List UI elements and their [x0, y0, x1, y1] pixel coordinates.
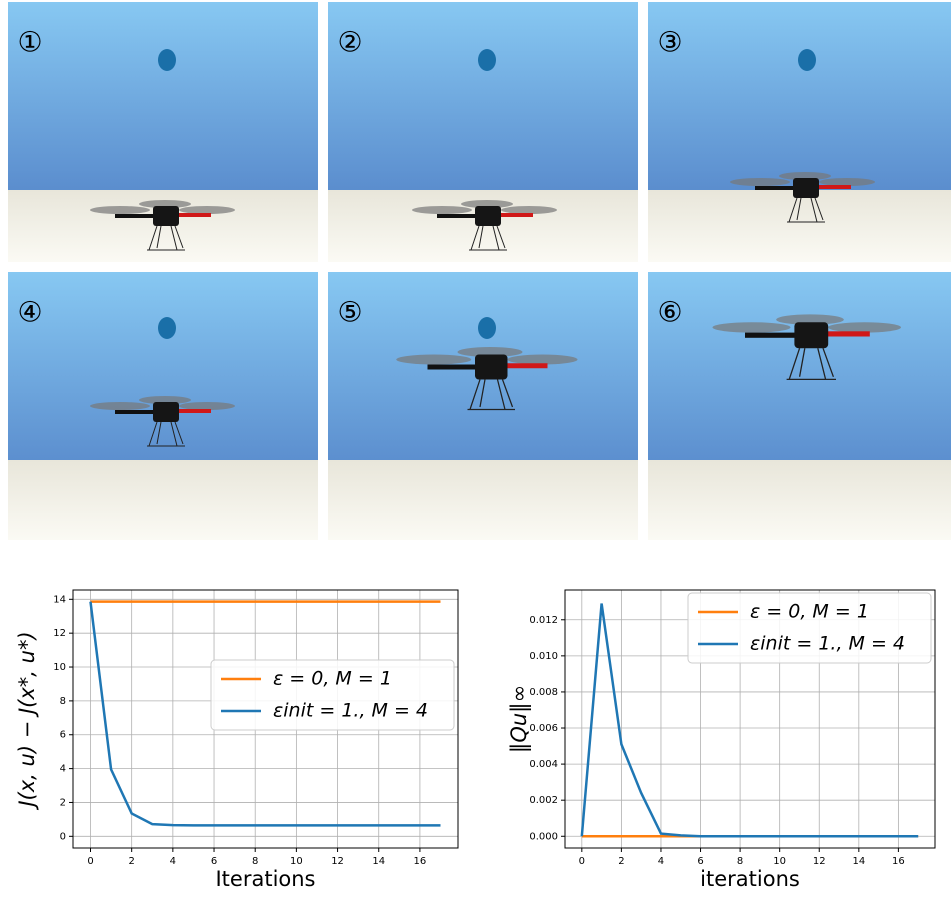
panel-label: ① [17, 26, 42, 59]
floor [648, 190, 951, 262]
photo-panel: ① [8, 2, 318, 262]
x-tick-label: 16 [414, 856, 427, 867]
x-tick-label: 2 [128, 856, 134, 867]
floor [8, 460, 318, 540]
legend-label: εinit = 1., M = 4 [750, 633, 905, 655]
panel-label: ② [337, 26, 362, 59]
series-line [580, 603, 919, 838]
photo-panel: ④ [8, 272, 318, 540]
target-ball [158, 317, 176, 339]
y-tick-label: 0.010 [529, 651, 558, 662]
y-tick-label: 0.004 [529, 759, 558, 770]
panel-label: ⑤ [337, 296, 362, 329]
x-tick-label: 10 [773, 856, 786, 867]
photo-panel: ⑥ [648, 272, 951, 540]
y-tick-label: 2 [60, 797, 66, 808]
x-tick-label: 10 [290, 856, 303, 867]
photo-panel: ⑤ [328, 272, 638, 540]
x-tick-label: 14 [372, 856, 385, 867]
target-ball [478, 317, 496, 339]
x-tick-label: 14 [852, 856, 865, 867]
y-axis-label: J(x, u) − J(x*, u*) [15, 631, 39, 810]
floor [648, 460, 951, 540]
panel-label: ④ [17, 296, 42, 329]
x-tick-label: 6 [697, 856, 703, 867]
y-tick-label: 0.000 [529, 831, 558, 842]
legend-box [687, 592, 932, 664]
x-tick-label: 16 [892, 856, 905, 867]
plot-frame [72, 589, 459, 849]
y-tick-label: 14 [53, 594, 66, 605]
legend-label: ε = 0, M = 1 [750, 601, 869, 623]
panel-label: ⑥ [657, 296, 682, 329]
x-tick-label: 12 [813, 856, 826, 867]
y-tick-label: 0.008 [529, 687, 558, 698]
y-tick-label: 12 [53, 628, 66, 639]
x-axis-label: Iterations [215, 867, 315, 891]
target-ball [798, 49, 816, 71]
y-tick-label: 6 [60, 730, 66, 741]
y-tick-label: 0.002 [529, 795, 558, 806]
legend-label: εinit = 1., M = 4 [273, 700, 428, 722]
y-tick-label: 0.012 [529, 615, 558, 626]
floor [328, 460, 638, 540]
y-axis-label: ‖Qu‖∞ [507, 685, 532, 753]
series-line [89, 601, 441, 827]
y-tick-label: 0 [60, 831, 66, 842]
panels: ① ② ③ ④ ⑤ ⑥ [8, 2, 951, 540]
x-tick-label: 6 [211, 856, 217, 867]
y-tick-label: 10 [53, 662, 66, 673]
x-tick-label: 12 [331, 856, 344, 867]
photo-panel: ③ [648, 2, 951, 262]
panel-label: ③ [657, 26, 682, 59]
y-tick-label: 4 [60, 764, 66, 775]
y-tick-label: 8 [60, 696, 66, 707]
x-axis-label: iterations [700, 867, 800, 891]
photo-panel: ② [328, 2, 638, 262]
x-tick-label: 8 [252, 856, 258, 867]
plot-frame [564, 589, 936, 849]
x-tick-label: 2 [618, 856, 624, 867]
y-tick-label: 0.006 [529, 723, 558, 734]
x-tick-label: 4 [170, 856, 176, 867]
x-tick-label: 4 [658, 856, 664, 867]
x-tick-label: 0 [579, 856, 585, 867]
target-ball [478, 49, 496, 71]
target-ball [158, 49, 176, 71]
legend-label: ε = 0, M = 1 [273, 668, 392, 690]
legend-box [210, 659, 455, 731]
x-tick-label: 0 [87, 856, 93, 867]
x-tick-label: 8 [737, 856, 743, 867]
